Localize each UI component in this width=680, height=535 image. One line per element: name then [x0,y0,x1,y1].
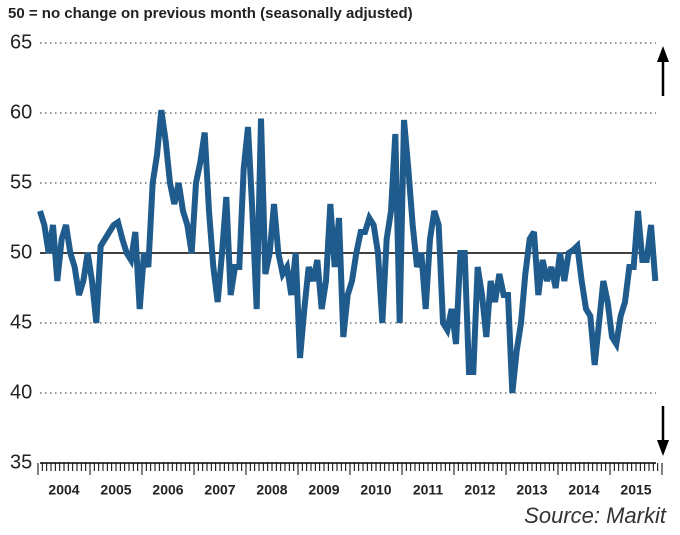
x-tick-label: 2007 [204,482,235,498]
y-tick-label: 55 [10,171,32,193]
y-tick-label: 45 [10,311,32,333]
x-tick-label: 2006 [152,482,183,498]
x-tick-label: 2013 [516,482,547,498]
x-tick-label: 2012 [464,482,495,498]
data-line [37,109,659,394]
chart-title: 50 = no change on previous month (season… [8,5,413,22]
x-tick-label: 2005 [100,482,131,498]
up-arrow [657,46,669,96]
y-tick-label: 40 [10,381,32,403]
x-tick-label: 2009 [308,482,339,498]
x-tick-label: 2015 [620,482,651,498]
x-tick-label: 2011 [413,482,444,498]
down-arrow [657,406,669,456]
x-tick-label: 2008 [256,482,287,498]
y-tick-label: 60 [10,101,32,123]
x-tick-label: 2010 [360,482,391,498]
x-tick-label: 2004 [48,482,79,498]
y-tick-label: 35 [10,451,32,473]
y-tick-label: 50 [10,241,32,263]
source: Source: Markit [524,503,667,528]
y-tick-label: 65 [10,31,32,53]
x-tick-label: 2014 [568,482,599,498]
